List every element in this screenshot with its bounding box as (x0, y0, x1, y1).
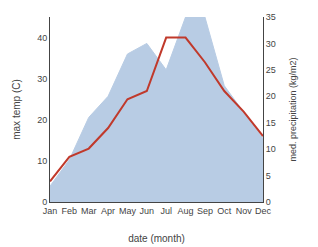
svg-text:Aug: Aug (178, 206, 194, 216)
svg-text:10: 10 (37, 156, 47, 166)
svg-text:35: 35 (266, 12, 276, 22)
svg-text:Apr: Apr (101, 206, 115, 216)
svg-text:max temp (C): max temp (C) (11, 79, 22, 140)
svg-text:Sep: Sep (197, 206, 213, 216)
svg-text:Jul: Jul (160, 206, 172, 216)
svg-text:Jun: Jun (140, 206, 155, 216)
svg-text:Dec: Dec (255, 206, 272, 216)
svg-text:30: 30 (266, 39, 276, 49)
svg-text:25: 25 (266, 65, 276, 75)
svg-text:Nov: Nov (236, 206, 253, 216)
svg-text:med. precipitation (kg/m2): med. precipitation (kg/m2) (288, 57, 298, 161)
svg-text:5: 5 (266, 171, 271, 181)
svg-text:0: 0 (266, 197, 271, 207)
svg-text:10: 10 (266, 144, 276, 154)
svg-text:15: 15 (266, 118, 276, 128)
svg-text:Oct: Oct (217, 206, 232, 216)
svg-text:30: 30 (37, 74, 47, 84)
svg-text:Feb: Feb (62, 206, 78, 216)
svg-text:20: 20 (37, 115, 47, 125)
svg-text:date (month): date (month) (128, 233, 185, 244)
svg-text:May: May (119, 206, 137, 216)
svg-text:0: 0 (42, 197, 47, 207)
svg-text:Jan: Jan (43, 206, 58, 216)
svg-text:20: 20 (266, 91, 276, 101)
svg-text:40: 40 (37, 33, 47, 43)
svg-text:Mar: Mar (81, 206, 97, 216)
